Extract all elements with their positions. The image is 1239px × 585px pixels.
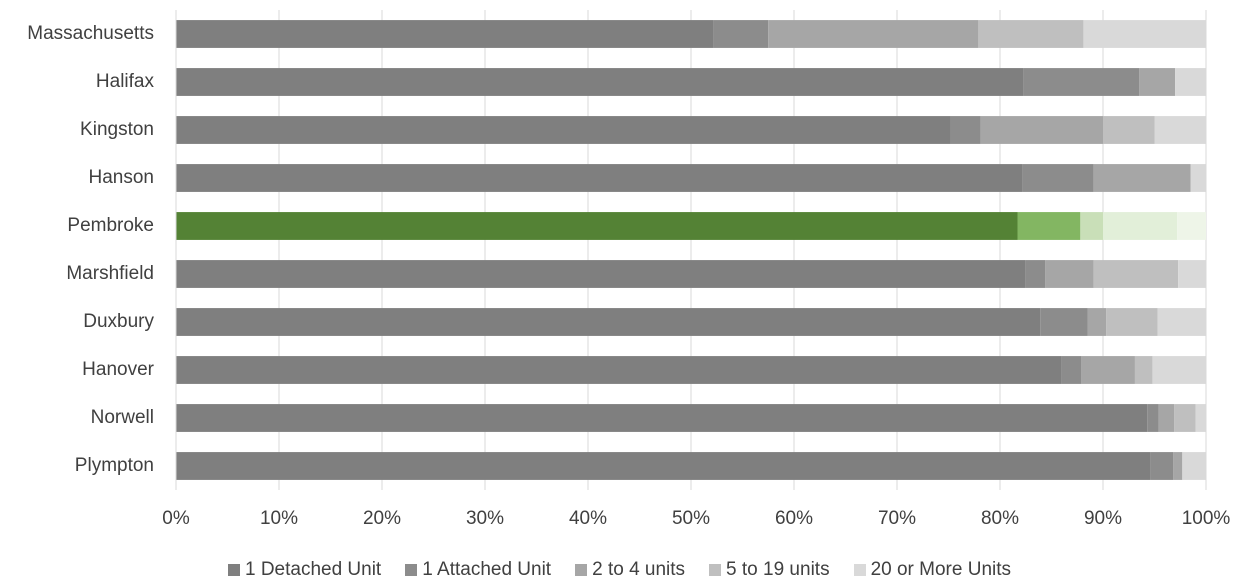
bar-duxbury-5-to-19-units: [1106, 308, 1158, 336]
bar-pembroke-2-to-4-units: [1080, 212, 1103, 240]
bar-duxbury-2-to-4-units: [1087, 308, 1107, 336]
x-tick-label: 50%: [672, 508, 710, 529]
category-label-norwell: Norwell: [91, 407, 154, 428]
bar-marshfield-20-or-more-units: [1178, 260, 1206, 288]
x-tick-label: 70%: [878, 508, 916, 529]
category-label-kingston: Kingston: [80, 119, 154, 140]
bar-marshfield-1-attached-unit: [1025, 260, 1046, 288]
bar-massachusetts-1-attached-unit: [713, 20, 769, 48]
bar-pembroke-1-detached-unit: [176, 212, 1018, 240]
bar-massachusetts-20-or-more-units: [1083, 20, 1206, 48]
bar-pembroke-20-or-more-units: [1177, 212, 1206, 240]
bar-hanover-1-attached-unit: [1061, 356, 1082, 384]
x-tick-label: 60%: [775, 508, 813, 529]
category-label-halifax: Halifax: [96, 71, 155, 92]
bar-norwell-1-attached-unit: [1147, 404, 1159, 432]
bar-duxbury-20-or-more-units: [1157, 308, 1206, 336]
bar-halifax-1-detached-unit: [176, 68, 1024, 96]
bar-duxbury-1-attached-unit: [1040, 308, 1088, 336]
bar-kingston-2-to-4-units: [980, 116, 1103, 144]
x-tick-label: 10%: [260, 508, 298, 529]
bar-halifax-20-or-more-units: [1175, 68, 1206, 96]
bar-massachusetts-2-to-4-units: [768, 20, 979, 48]
legend-item-1-attached-unit: 1 Attached Unit: [405, 559, 551, 581]
bar-hanson-2-to-4-units: [1093, 164, 1191, 192]
category-labels: Massachusetts Halifax Kingston Hanson Pembro…: [27, 23, 154, 476]
legend-label: 1 Attached Unit: [422, 559, 552, 580]
category-label-plympton: Plympton: [75, 455, 154, 476]
bar-norwell-1-detached-unit: [176, 404, 1148, 432]
x-tick-label: 20%: [363, 508, 401, 529]
bar-massachusetts-1-detached-unit: [176, 20, 714, 48]
bar-hanover-20-or-more-units: [1152, 356, 1206, 384]
x-tick-label: 30%: [466, 508, 504, 529]
bar-halifax-1-attached-unit: [1023, 68, 1140, 96]
bar-kingston-5-to-19-units: [1103, 116, 1155, 144]
bar-halifax-2-to-4-units: [1139, 68, 1176, 96]
x-tick-label: 40%: [569, 508, 607, 529]
category-label-hanover: Hanover: [82, 359, 154, 380]
bar-hanover-5-to-19-units: [1134, 356, 1153, 384]
bar-norwell-2-to-4-units: [1158, 404, 1175, 432]
legend-item-2-to-4-units: 2 to 4 units: [575, 559, 685, 581]
legend-item-1-detached-unit: 1 Detached Unit: [227, 559, 382, 581]
legend-label: 1 Detached Unit: [244, 559, 382, 580]
bar-hanover-1-detached-unit: [176, 356, 1062, 384]
bar-massachusetts-5-to-19-units: [978, 20, 1084, 48]
bar-plympton-1-detached-unit: [176, 452, 1151, 480]
bar-plympton-1-attached-unit: [1150, 452, 1174, 480]
legend-item-5-to-19-units: 5 to 19 units: [709, 559, 830, 581]
bar-plympton-20-or-more-units: [1182, 452, 1206, 480]
bar-duxbury-1-detached-unit: [176, 308, 1041, 336]
category-label-hanson: Hanson: [89, 167, 155, 188]
bar-hanover-2-to-4-units: [1081, 356, 1135, 384]
bar-norwell-20-or-more-units: [1195, 404, 1206, 432]
x-tick-labels: 0% 10% 20% 30% 40% 50% 60% 70% 80% 90% 100%: [162, 508, 1230, 529]
legend-label: 20 or More Units: [870, 559, 1012, 580]
x-tick-label: 0%: [162, 508, 190, 529]
bar-hanson-1-detached-unit: [176, 164, 1023, 192]
legend-swatch: [853, 564, 866, 576]
category-label-massachusetts: Massachusetts: [27, 23, 154, 44]
category-label-marshfield: Marshfield: [66, 263, 154, 284]
bar-marshfield-5-to-19-units: [1093, 260, 1179, 288]
bar-pembroke-1-attached-unit: [1017, 212, 1081, 240]
bar-kingston-20-or-more-units: [1154, 116, 1206, 144]
legend-swatch: [227, 564, 240, 576]
bar-kingston-1-detached-unit: [176, 116, 951, 144]
x-tick-label: 80%: [981, 508, 1019, 529]
x-tick-label: 100%: [1182, 508, 1231, 529]
bar-marshfield-1-detached-unit: [176, 260, 1026, 288]
legend-label: 2 to 4 units: [592, 559, 686, 580]
bar-marshfield-2-to-4-units: [1045, 260, 1094, 288]
legend-item-20-or-more-units: 20 or More Units: [853, 559, 1012, 581]
bar-hanson-1-attached-unit: [1022, 164, 1094, 192]
legend: 1 Detached Unit 1 Attached Unit 2 to 4 uni…: [0, 555, 1239, 585]
x-tick-label: 90%: [1084, 508, 1122, 529]
legend-swatch: [709, 564, 722, 576]
bars: [176, 20, 1206, 480]
bar-kingston-1-attached-unit: [950, 116, 981, 144]
category-label-duxbury: Duxbury: [83, 311, 154, 332]
stacked-bar-chart: Massachusetts Halifax Kingston Hanson Pembro…: [27, 10, 1230, 529]
bar-pembroke-5-to-19-units: [1103, 212, 1178, 240]
bar-hanson-20-or-more-units: [1190, 164, 1206, 192]
category-label-pembroke: Pembroke: [67, 215, 154, 236]
legend-swatch: [405, 564, 418, 576]
legend-swatch: [575, 564, 588, 576]
bar-plympton-2-to-4-units: [1173, 452, 1183, 480]
bar-norwell-5-to-19-units: [1174, 404, 1196, 432]
legend-label: 5 to 19 units: [726, 559, 830, 580]
